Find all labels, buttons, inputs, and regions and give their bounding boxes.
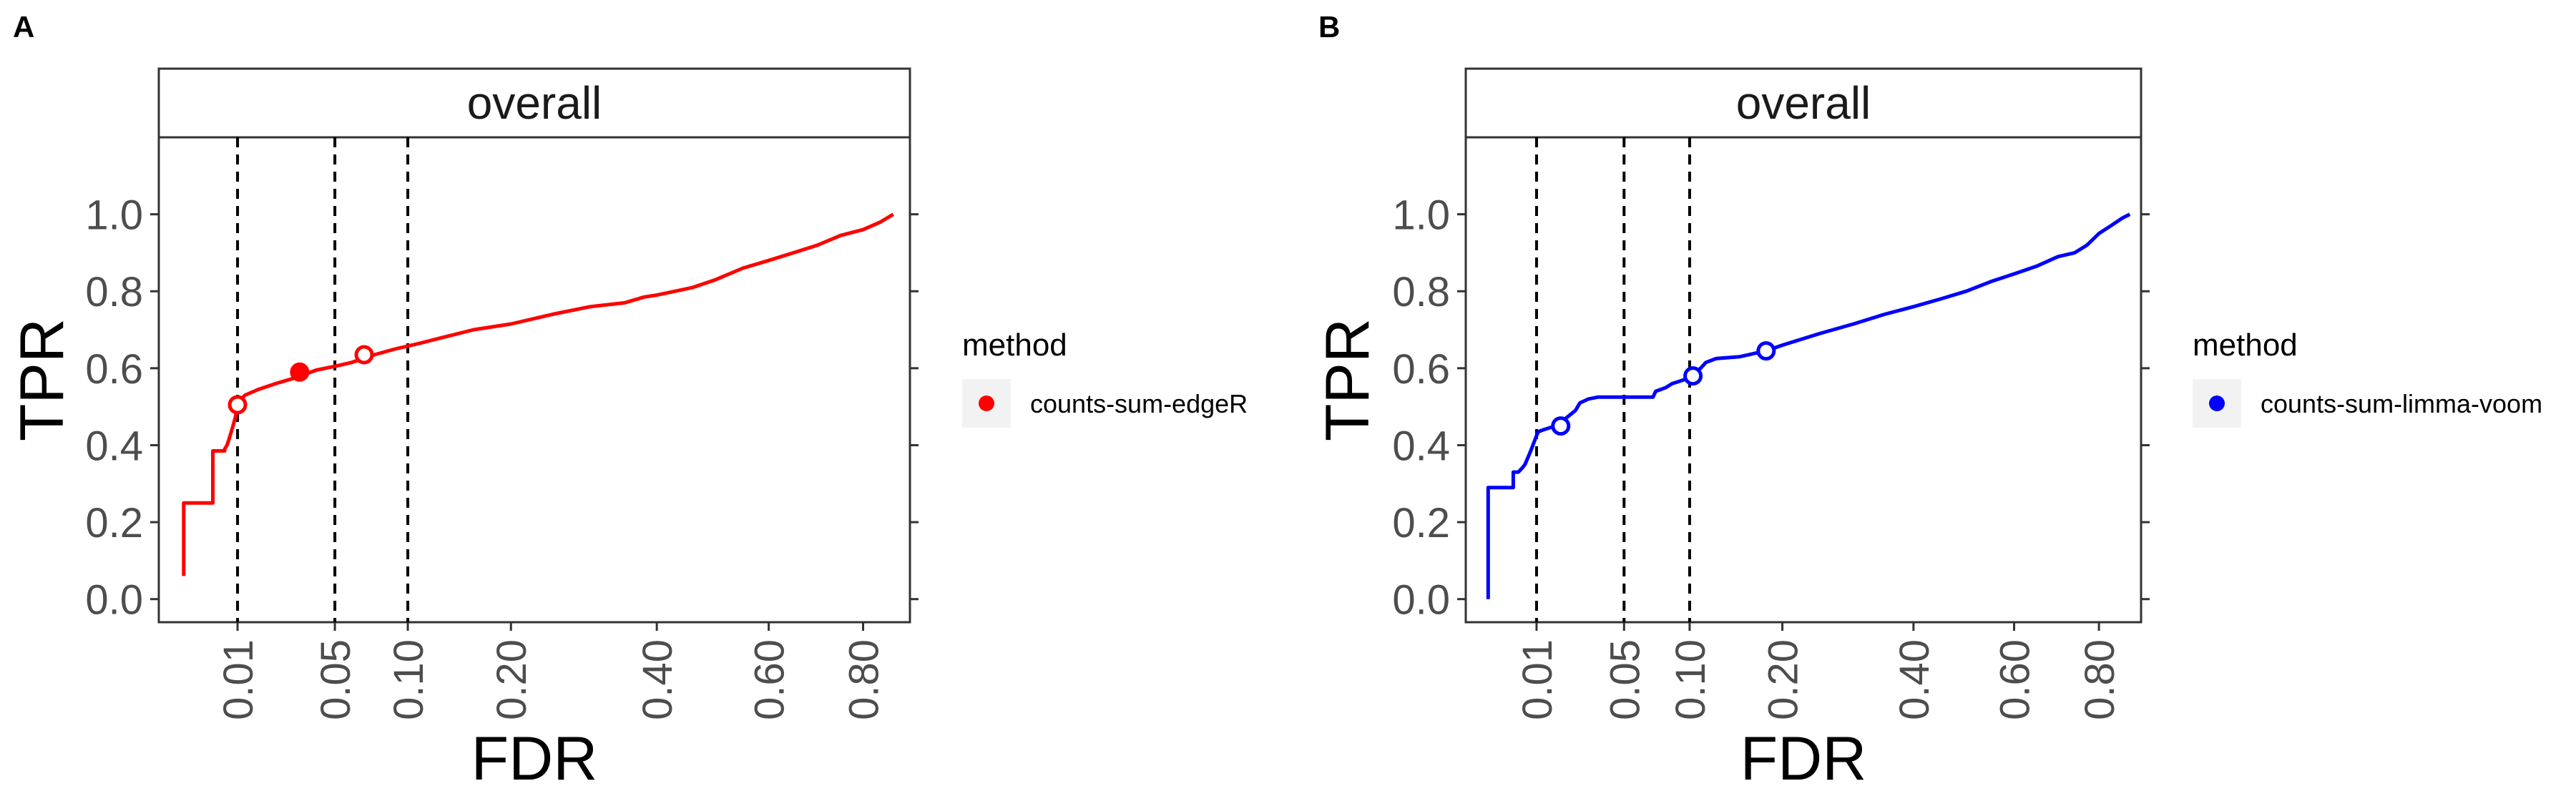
x-tick-label: 0.05 (313, 639, 359, 720)
y-tick-label: 0.2 (1392, 500, 1450, 546)
facet-label: overall (467, 77, 602, 129)
x-tick-label: 0.01 (1514, 639, 1561, 720)
legend-label: counts-sum-edgeR (1030, 389, 1248, 418)
y-tick-label: 0.8 (1392, 269, 1450, 315)
x-tick-label: 0.20 (1760, 639, 1807, 720)
x-tick-label: 0.01 (215, 639, 262, 720)
working-point-marker (1683, 366, 1703, 386)
y-tick-label: 0.4 (1392, 423, 1450, 469)
x-axis-title: FDR (1740, 724, 1867, 793)
x-tick-label: 0.60 (1992, 639, 2039, 720)
working-point-marker (1551, 416, 1571, 436)
y-tick-label: 0.6 (85, 346, 143, 393)
plot-panel (1464, 136, 2142, 624)
x-tick-label: 0.10 (1667, 639, 1714, 720)
y-axis-title: TPR (8, 318, 77, 441)
legend-key-marker (2209, 395, 2225, 411)
plot-panel (157, 136, 911, 624)
x-tick-label: 0.60 (747, 639, 793, 720)
legend-title: method (962, 328, 1067, 363)
y-tick-label: 0.2 (85, 500, 143, 546)
x-tick-label: 0.20 (489, 639, 535, 720)
legend-title: method (2193, 328, 2298, 363)
x-tick-label: 0.80 (2077, 639, 2123, 720)
x-axis-title: FDR (471, 724, 598, 793)
y-tick-label: 0.4 (85, 423, 143, 469)
y-tick-label: 0.6 (1392, 346, 1450, 393)
working-point-marker (1756, 341, 1776, 361)
facet-strip (1464, 67, 2142, 139)
working-point-marker (227, 395, 248, 415)
x-tick-label: 0.10 (386, 639, 432, 720)
x-tick-label: 0.80 (841, 639, 887, 720)
facet-label: overall (1736, 77, 1871, 129)
y-tick-label: 0.0 (1392, 577, 1450, 624)
panel-tag: A (13, 10, 34, 44)
y-tick-label: 0.8 (85, 269, 143, 315)
x-tick-label: 0.40 (1891, 639, 1938, 720)
panel-tag: B (1318, 10, 1340, 44)
series-line (1486, 212, 2131, 599)
facet-strip (157, 67, 911, 139)
working-point-marker (290, 362, 310, 382)
working-point-marker (354, 345, 374, 365)
y-tick-label: 0.0 (85, 577, 143, 624)
y-tick-label: 1.0 (1392, 192, 1450, 239)
legend-key-marker (979, 395, 994, 411)
series-line (182, 212, 894, 576)
y-axis-title: TPR (1313, 318, 1382, 441)
y-tick-label: 1.0 (85, 192, 143, 239)
x-tick-label: 0.05 (1602, 639, 1648, 720)
legend-label: counts-sum-limma-voom (2261, 389, 2542, 418)
x-tick-label: 0.40 (635, 639, 681, 720)
